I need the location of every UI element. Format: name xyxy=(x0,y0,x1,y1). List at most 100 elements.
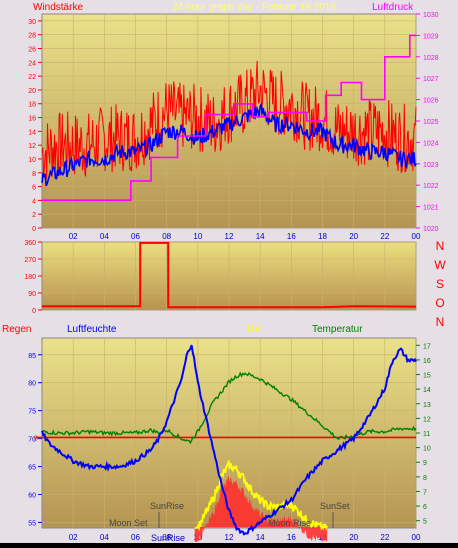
humidity-tick-label: 75 xyxy=(28,409,36,416)
rain-zero-label: 0 xyxy=(34,435,38,442)
temperature-tick-label: 17 xyxy=(423,343,431,350)
temperature-tick-label: 12 xyxy=(423,416,431,423)
wind-tick-label: 22 xyxy=(28,74,36,81)
climate-x-tick-label: 20 xyxy=(349,533,358,542)
direction-tick-label: 90 xyxy=(28,291,36,298)
temperature-tick-label: 13 xyxy=(423,402,431,409)
wind-x-tick-label: 02 xyxy=(69,232,78,241)
compass-label: N xyxy=(436,315,445,329)
sunrise-label: SunRise xyxy=(150,501,184,511)
climate-x-tick-label: 08 xyxy=(162,533,171,542)
wind-x-tick-label: 20 xyxy=(349,232,358,241)
wind-tick-label: 18 xyxy=(28,102,36,109)
temperature-tick-label: 8 xyxy=(423,475,427,482)
compass-label: W xyxy=(434,258,446,272)
wind-axis-title: Windstärke xyxy=(33,2,83,13)
pressure-tick-label: 1029 xyxy=(423,33,439,40)
wind-x-tick-label: 04 xyxy=(100,232,109,241)
temperature-tick-label: 16 xyxy=(423,358,431,365)
climate-x-tick-label: 14 xyxy=(256,533,265,542)
pressure-axis-title: Luftdruck xyxy=(372,2,414,13)
humidity-tick-label: 80 xyxy=(28,381,36,388)
climate-x-tick-label: 22 xyxy=(380,533,389,542)
temperature-tick-label: 6 xyxy=(423,504,427,511)
astro-annotations: SunRise SunSet Moon Set Moon Rise SunRis… xyxy=(109,501,350,543)
humidity-tick-label: 65 xyxy=(28,465,36,472)
moonrise-label: Moon Rise xyxy=(268,518,311,528)
climate-x-tick-label: 16 xyxy=(287,533,296,542)
rain-axis-title: Regen xyxy=(2,324,31,335)
wind-x-tick-label: 06 xyxy=(131,232,140,241)
compass-label: S xyxy=(436,277,444,291)
wind-tick-label: 12 xyxy=(28,143,36,150)
wind-tick-label: 2 xyxy=(32,212,36,219)
climate-x-tick-label: 02 xyxy=(69,533,78,542)
temperature-tick-label: 5 xyxy=(423,519,427,526)
wind-x-tick-label: 16 xyxy=(287,232,296,241)
chart-title: 24 hour graph day - Februar 19.2016 xyxy=(172,2,336,13)
wind-tick-label: 10 xyxy=(28,157,36,164)
wind-tick-label: 14 xyxy=(28,129,36,136)
pressure-tick-label: 1027 xyxy=(423,76,439,83)
wind-tick-label: 24 xyxy=(28,60,36,67)
pressure-tick-label: 1020 xyxy=(423,226,439,233)
wind-tick-label: 20 xyxy=(28,88,36,95)
temperature-tick-label: 14 xyxy=(423,387,431,394)
pressure-tick-label: 1025 xyxy=(423,119,439,126)
sunrise-axis-label: SunRise xyxy=(151,533,185,543)
wind-tick-label: 0 xyxy=(32,226,36,233)
wind-x-tick-label: 14 xyxy=(256,232,265,241)
temperature-tick-label: 10 xyxy=(423,446,431,453)
wind-gust-line xyxy=(41,60,417,180)
pressure-tick-label: 1021 xyxy=(423,205,439,212)
climate-x-tick-label: 00 xyxy=(412,533,421,542)
moonset-label: Moon Set xyxy=(109,518,148,528)
wind-x-tick-label: 18 xyxy=(318,232,327,241)
wind-direction-line xyxy=(42,241,417,309)
direction-tick-label: 180 xyxy=(24,274,36,281)
wind-x-tick-label: 10 xyxy=(193,232,202,241)
humidity-tick-label: 85 xyxy=(28,353,36,360)
pressure-line xyxy=(42,34,416,201)
wind-tick-label: 6 xyxy=(32,185,36,192)
wind-tick-label: 30 xyxy=(28,19,36,26)
humidity-tick-label: 55 xyxy=(28,520,36,527)
pressure-tick-label: 1024 xyxy=(423,140,439,147)
data-series xyxy=(36,34,417,542)
solar-area xyxy=(194,475,328,542)
humidity-tick-label: 70 xyxy=(28,437,36,444)
pressure-tick-label: 1026 xyxy=(423,98,439,105)
uv-axis-title: UV xyxy=(247,324,261,335)
tick-labels: 0246810121416182022242628301020102110221… xyxy=(24,12,438,542)
humidity-axis-title: Luftfeuchte xyxy=(67,324,117,335)
pressure-tick-label: 1030 xyxy=(423,12,439,19)
temperature-tick-label: 7 xyxy=(423,489,427,496)
climate-x-tick-label: 06 xyxy=(131,533,140,542)
wind-x-tick-label: 08 xyxy=(162,232,171,241)
pressure-tick-label: 1022 xyxy=(423,183,439,190)
wind-tick-label: 26 xyxy=(28,47,36,54)
humidity-line xyxy=(41,344,417,536)
humidity-tick-label: 60 xyxy=(28,492,36,499)
compass-label: N xyxy=(436,239,445,253)
climate-x-tick-label: 04 xyxy=(100,533,109,542)
wind-average-line xyxy=(41,102,417,187)
wind-x-tick-label: 22 xyxy=(380,232,389,241)
wind-tick-label: 16 xyxy=(28,116,36,123)
climate-x-tick-label: 12 xyxy=(225,533,234,542)
direction-tick-label: 360 xyxy=(24,240,36,247)
uv-line xyxy=(194,458,329,532)
temperature-axis-title: Temperatur xyxy=(312,324,363,335)
temperature-tick-label: 15 xyxy=(423,373,431,380)
sunset-label: SunSet xyxy=(320,501,350,511)
direction-tick-label: 270 xyxy=(24,257,36,264)
wind-x-tick-label: 12 xyxy=(225,232,234,241)
compass-label: O xyxy=(435,296,444,310)
wind-x-tick-label: 00 xyxy=(412,232,421,241)
pressure-tick-label: 1028 xyxy=(423,55,439,62)
temperature-tick-label: 11 xyxy=(423,431,430,438)
temperature-tick-label: 9 xyxy=(423,460,427,467)
